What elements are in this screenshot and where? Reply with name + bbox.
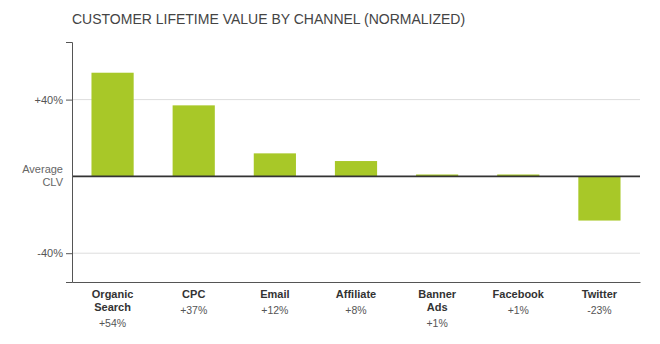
bar (254, 153, 296, 176)
y-axis-line (66, 43, 73, 283)
x-tick-label-line: Twitter (582, 288, 618, 300)
x-tick: Email (260, 288, 289, 300)
data-label: +37% (180, 304, 207, 316)
data-label: +1% (426, 317, 447, 329)
y-tick-label: +40% (35, 94, 64, 106)
x-tick: CPC (182, 288, 205, 300)
y-tick: +40% (35, 94, 72, 106)
x-tick-label-line: CPC (182, 288, 205, 300)
x-tick-label-line: Affiliate (336, 288, 376, 300)
y-tick: -40% (37, 247, 72, 259)
x-tick: Facebook (493, 288, 545, 300)
data-labels: +54% +37% +12% +8% +1% +1% -23% (99, 304, 612, 329)
reference-line (72, 175, 640, 177)
annotation-label: AverageCLV (22, 163, 63, 188)
annotation: AverageCLV (22, 163, 640, 188)
x-axis-line (73, 282, 641, 283)
chart-title: CUSTOMER LIFETIME VALUE BY CHANNEL (NORM… (72, 11, 465, 27)
x-tick: Twitter (582, 288, 618, 300)
x-tick-label-line: Facebook (493, 288, 545, 300)
bar (578, 176, 620, 220)
data-label: -23% (587, 304, 612, 316)
x-tick-label: Twitter (582, 288, 618, 300)
bar (335, 161, 377, 176)
chart-svg: AverageCLV +40% -40% OrganicSearch CPC Email A… (0, 0, 660, 344)
x-tick-label: OrganicSearch (92, 288, 134, 313)
bars (91, 73, 620, 221)
y-axis: +40% -40% (35, 43, 73, 283)
x-tick-label: Email (260, 288, 289, 300)
x-tick-label: Affiliate (336, 288, 376, 300)
bar (173, 105, 215, 176)
annotation-line: Average (22, 163, 63, 175)
x-tick: Affiliate (336, 288, 376, 300)
x-tick: BannerAds (418, 288, 457, 313)
data-label: +8% (345, 304, 366, 316)
grid-line (72, 253, 640, 254)
data-label: +1% (508, 304, 529, 316)
x-tick: OrganicSearch (92, 288, 134, 313)
x-tick-label-line: Organic (92, 288, 134, 300)
bar (91, 73, 133, 177)
x-tick-label: BannerAds (418, 288, 457, 313)
grid (72, 100, 640, 254)
grid-line (72, 99, 640, 100)
y-tick-mark (66, 100, 72, 101)
x-tick-label-line: Email (260, 288, 289, 300)
data-label: +12% (261, 304, 288, 316)
x-tick-label: CPC (182, 288, 205, 300)
x-tick-label-line: Search (94, 301, 131, 313)
y-tick-label: -40% (37, 247, 63, 259)
chart-container: AverageCLV +40% -40% OrganicSearch CPC Email A… (0, 0, 660, 344)
y-tick-mark (66, 253, 72, 254)
data-label: +54% (99, 317, 126, 329)
x-tick-label: Facebook (493, 288, 545, 300)
x-tick-label-line: Ads (427, 301, 448, 313)
x-tick-label-line: Banner (418, 288, 457, 300)
annotation-line: CLV (42, 176, 63, 188)
